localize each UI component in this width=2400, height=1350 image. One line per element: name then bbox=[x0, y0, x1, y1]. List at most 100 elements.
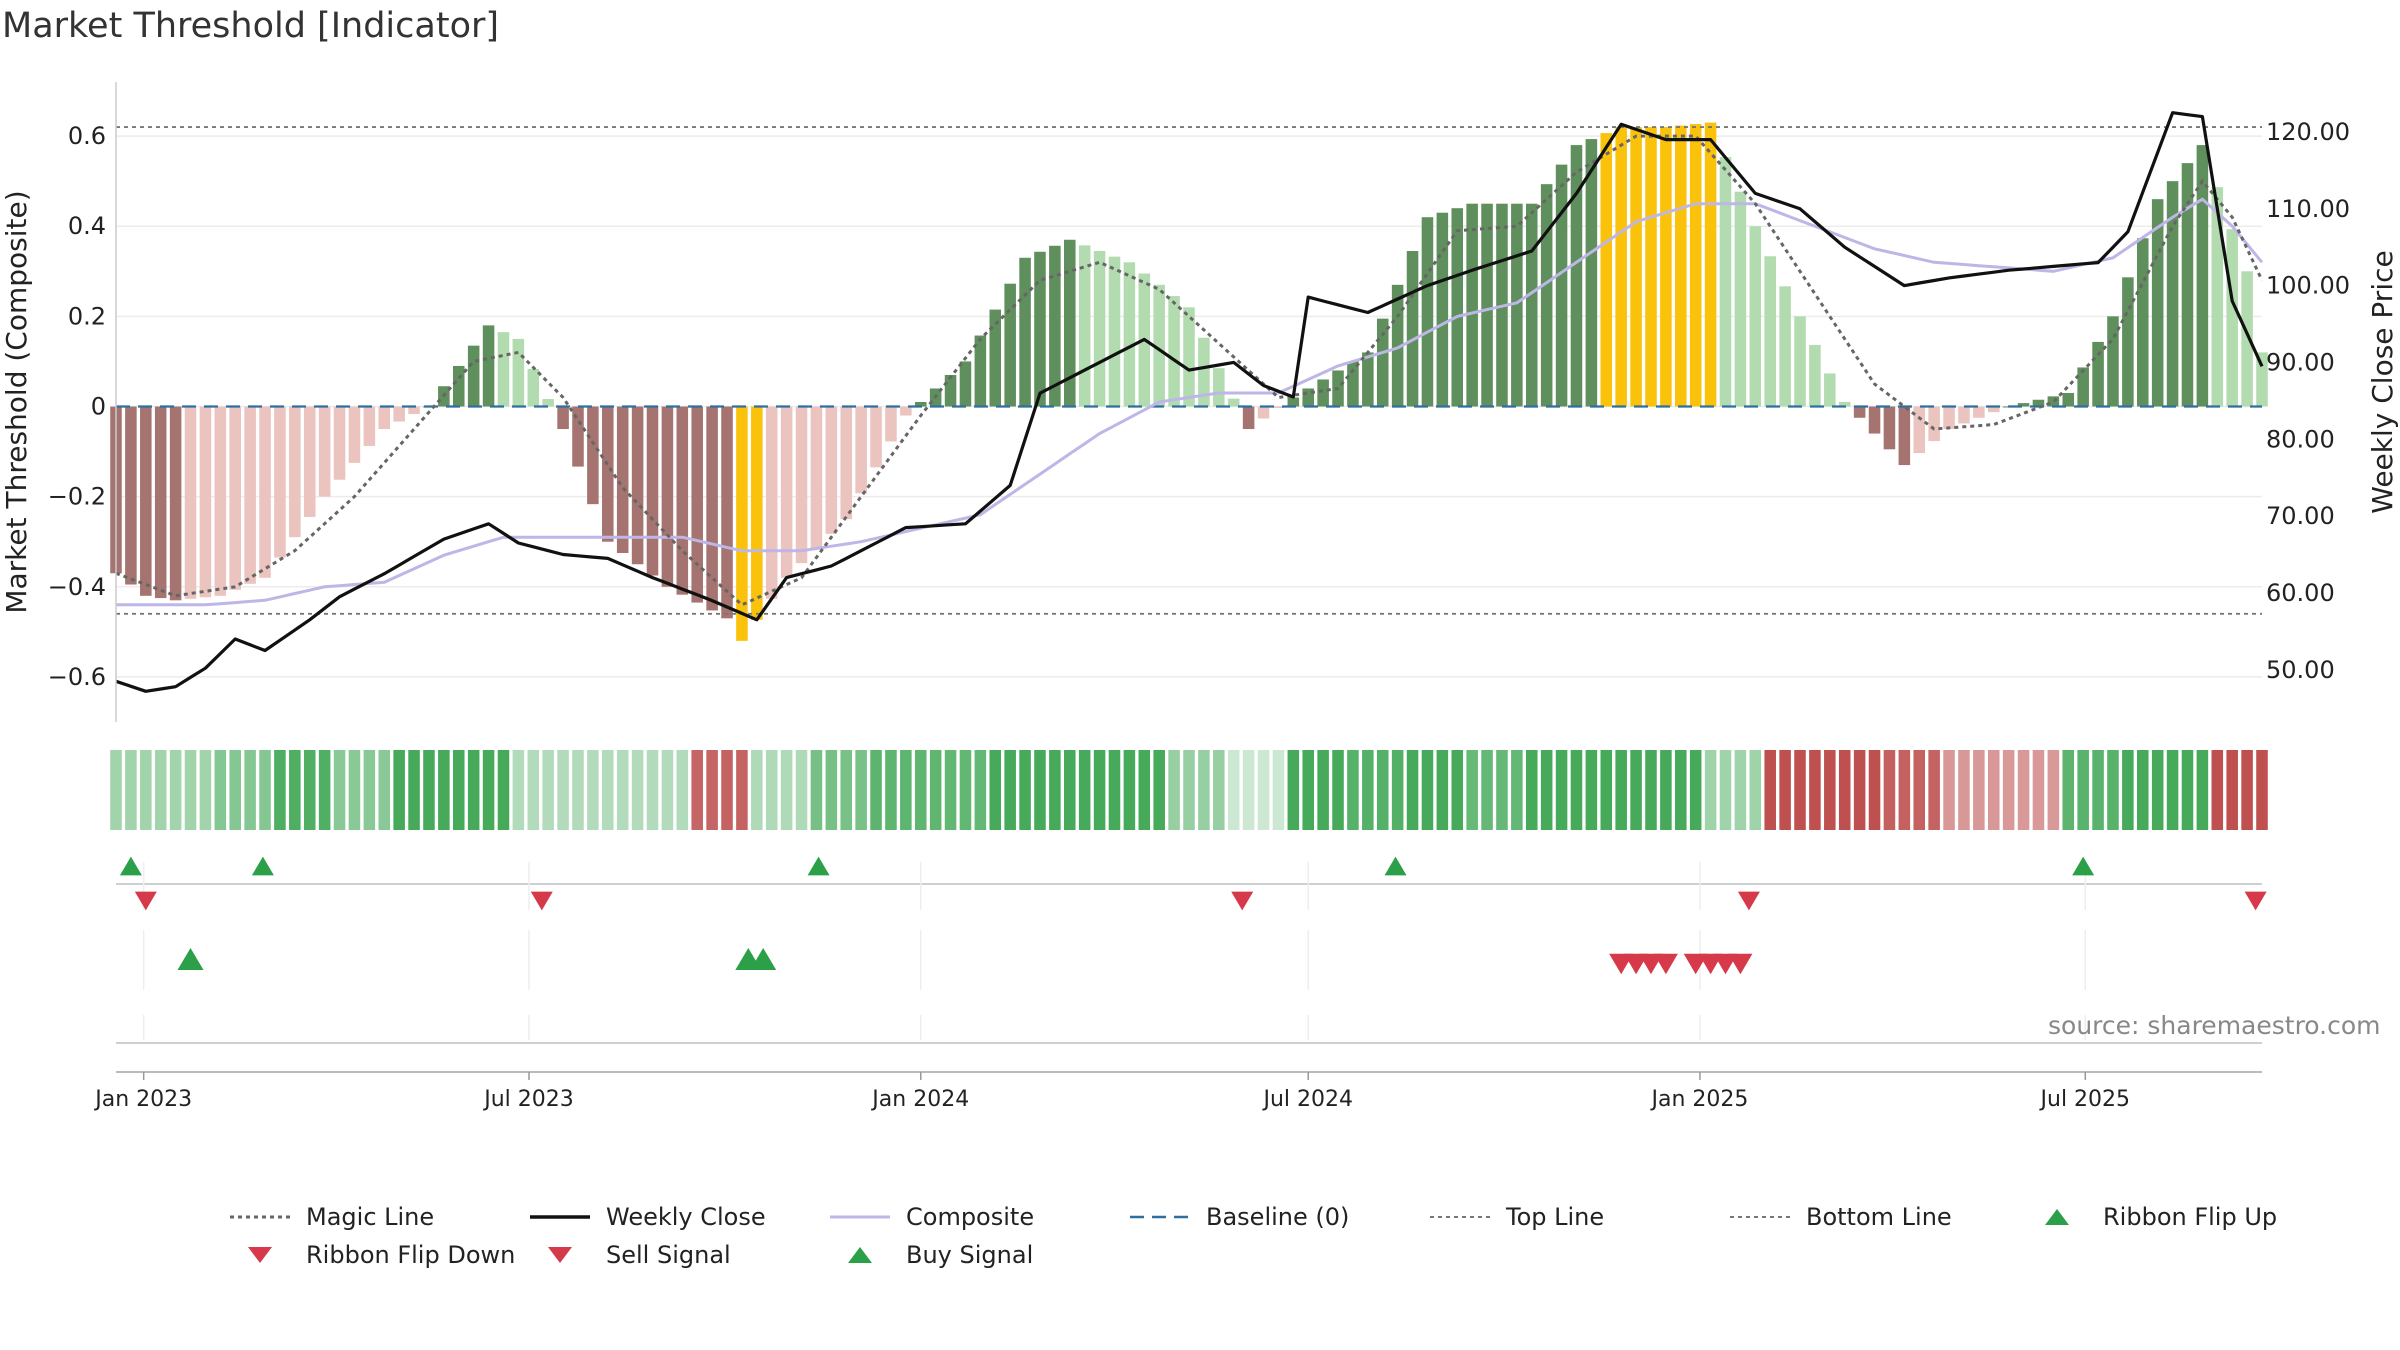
composite-bar bbox=[1347, 361, 1359, 407]
left-tick-label: 0.2 bbox=[68, 302, 106, 330]
ribbon-cell bbox=[169, 750, 182, 830]
composite-bar bbox=[1034, 251, 1046, 407]
ribbon-cell bbox=[1749, 750, 1762, 830]
ribbon-cell bbox=[512, 750, 525, 830]
legend-marker bbox=[548, 1247, 572, 1263]
composite-bar bbox=[2047, 396, 2060, 407]
legend-marker bbox=[848, 1247, 872, 1263]
composite-bar bbox=[721, 406, 733, 619]
ribbon-cell bbox=[2032, 750, 2045, 830]
ribbon-cell bbox=[1153, 750, 1165, 830]
ribbon-cell bbox=[855, 750, 867, 830]
composite-bar bbox=[274, 406, 286, 558]
composite-bar bbox=[482, 325, 495, 407]
composite-bar bbox=[2196, 145, 2209, 407]
ribbon-cell bbox=[2166, 750, 2179, 830]
left-axis-label: Market Threshold (Composite) bbox=[0, 190, 33, 613]
composite-bar bbox=[1615, 127, 1627, 407]
composite-bar bbox=[154, 406, 167, 599]
composite-bar bbox=[1734, 191, 1747, 407]
ribbon-cell bbox=[1287, 750, 1300, 830]
ribbon-cell bbox=[1302, 750, 1314, 830]
right-tick-label: 90.00 bbox=[2266, 348, 2335, 376]
ribbon-cell bbox=[1570, 750, 1583, 830]
ribbon-cell bbox=[1406, 750, 1419, 830]
ribbon-cell bbox=[2256, 750, 2268, 830]
composite-bar bbox=[1958, 406, 1970, 424]
ribbon-cell bbox=[1332, 750, 1344, 830]
ribbon-cell bbox=[1704, 750, 1717, 830]
composite-bar bbox=[1913, 406, 1926, 454]
ribbon-cell bbox=[1466, 750, 1478, 830]
ribbon-cell bbox=[1764, 750, 1776, 830]
legend-marker bbox=[1130, 1215, 1190, 1219]
axes: 0.6 0.4 0.2 0 −0.2 −0.4 −0.6 120.00 110.00 100.00… bbox=[0, 82, 2399, 722]
ribbon-cell bbox=[2092, 750, 2104, 830]
composite-bar bbox=[333, 406, 346, 480]
composite-bar bbox=[1973, 406, 1985, 418]
ribbon-cell bbox=[229, 750, 241, 830]
ribbon-cell bbox=[616, 750, 629, 830]
composite-bar bbox=[1302, 388, 1314, 407]
composite-bar bbox=[1749, 226, 1762, 407]
composite-bar bbox=[318, 406, 331, 497]
ribbon-flip-down-marker bbox=[1737, 891, 1760, 911]
composite-bar bbox=[736, 406, 748, 641]
composite-bar bbox=[393, 406, 405, 422]
ribbon-cell bbox=[646, 750, 659, 830]
ribbon-cell bbox=[2241, 750, 2253, 830]
ribbon-cell bbox=[706, 750, 718, 830]
ribbon-cell bbox=[1511, 750, 1523, 830]
composite-bar bbox=[1779, 286, 1791, 407]
composite-bar bbox=[2137, 238, 2149, 407]
right-tick-label: 60.00 bbox=[2266, 579, 2335, 607]
legend-label: Composite bbox=[906, 1203, 1035, 1231]
buy-signal-marker bbox=[750, 947, 777, 971]
right-tick-label: 50.00 bbox=[2266, 656, 2335, 684]
ribbon-cell bbox=[1675, 750, 1687, 830]
ribbon-cell bbox=[1108, 750, 1121, 830]
legend-item: Composite bbox=[830, 1203, 1035, 1231]
ribbon-cell bbox=[542, 750, 554, 830]
composite-bar bbox=[452, 365, 465, 407]
ribbon-cell bbox=[2017, 750, 2030, 830]
composite-bar bbox=[870, 406, 882, 468]
ribbon-cell bbox=[2062, 750, 2075, 830]
composite-bar bbox=[1242, 406, 1255, 430]
ribbon-cell bbox=[1168, 750, 1180, 830]
right-tick-label: 110.00 bbox=[2266, 195, 2350, 223]
ribbon-cell bbox=[1421, 750, 1434, 830]
ribbon-cell bbox=[2226, 750, 2238, 830]
ribbon-cell bbox=[2047, 750, 2060, 830]
composite-bar bbox=[348, 406, 361, 463]
composite-bar bbox=[795, 406, 808, 564]
composite-bar bbox=[691, 406, 703, 603]
left-tick-label: −0.2 bbox=[48, 483, 106, 511]
ribbon-cell bbox=[1734, 750, 1747, 830]
composite-bar bbox=[780, 406, 793, 578]
composite-bar bbox=[1406, 251, 1419, 407]
ribbon-cell bbox=[840, 750, 853, 830]
ribbon-cell bbox=[1555, 750, 1568, 830]
ribbon-cell bbox=[1213, 750, 1225, 830]
ribbon-cell bbox=[885, 750, 897, 830]
composite-bar bbox=[1645, 127, 1657, 407]
composite-bar bbox=[572, 406, 584, 467]
ribbon-cell bbox=[1719, 750, 1732, 830]
ribbon-cell bbox=[1078, 750, 1091, 830]
ribbon-cell bbox=[199, 750, 212, 830]
composite-bar bbox=[2107, 316, 2119, 407]
ribbon-cell bbox=[929, 750, 942, 830]
composite-bar bbox=[2181, 163, 2194, 407]
composite-bar bbox=[527, 368, 540, 407]
ribbon-cell bbox=[1958, 750, 1970, 830]
legend-marker bbox=[530, 1215, 590, 1219]
ribbon-cell bbox=[482, 750, 495, 830]
composite-bar bbox=[1883, 406, 1896, 450]
composite-bar bbox=[259, 406, 271, 578]
ribbon-cell bbox=[736, 750, 748, 830]
ribbon-strip bbox=[110, 750, 2268, 830]
legend-label: Baseline (0) bbox=[1206, 1203, 1350, 1231]
composite-bar bbox=[646, 406, 659, 576]
ribbon-cell bbox=[378, 750, 391, 830]
